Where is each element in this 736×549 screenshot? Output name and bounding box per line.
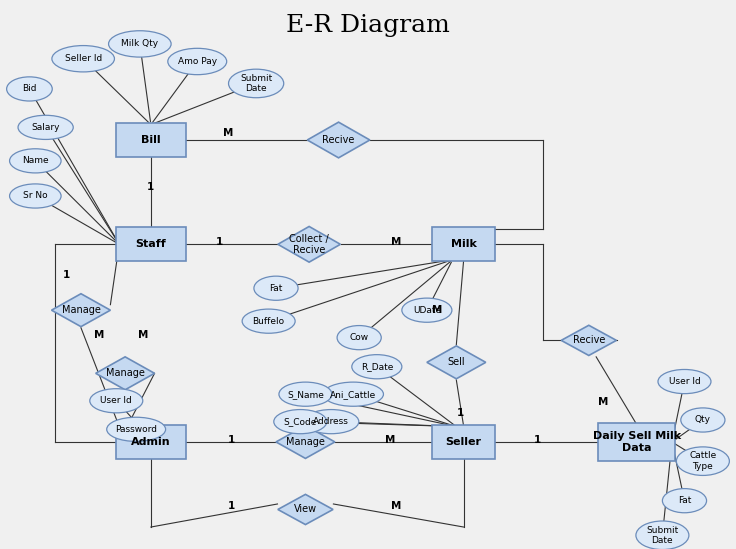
Ellipse shape [402, 298, 452, 322]
Text: Buffelo: Buffelo [252, 317, 285, 326]
Ellipse shape [109, 31, 171, 57]
Ellipse shape [107, 417, 166, 441]
Text: 1: 1 [63, 270, 70, 279]
Ellipse shape [7, 77, 52, 101]
Text: 1: 1 [147, 182, 155, 192]
Text: Milk Qty: Milk Qty [121, 40, 158, 48]
Text: M: M [391, 501, 401, 511]
Text: Cow: Cow [350, 333, 369, 342]
Text: S_Name: S_Name [287, 390, 324, 399]
Ellipse shape [662, 489, 707, 513]
Text: 1: 1 [216, 237, 223, 247]
Text: M: M [391, 237, 401, 247]
Ellipse shape [10, 184, 61, 208]
Text: Fat: Fat [269, 284, 283, 293]
Polygon shape [96, 357, 155, 390]
Text: Milk: Milk [450, 239, 477, 249]
Text: M: M [138, 330, 148, 340]
Text: Cattle
Type: Cattle Type [689, 451, 717, 471]
Text: 1: 1 [228, 435, 236, 445]
Ellipse shape [636, 521, 689, 549]
Ellipse shape [676, 447, 729, 475]
Ellipse shape [658, 369, 711, 394]
Text: View: View [294, 505, 317, 514]
Text: Salary: Salary [32, 123, 60, 132]
Text: M: M [432, 305, 442, 315]
Ellipse shape [90, 389, 143, 413]
Text: Recive: Recive [573, 335, 605, 345]
Text: Manage: Manage [286, 437, 325, 447]
Ellipse shape [274, 410, 327, 434]
Text: Fat: Fat [678, 496, 691, 505]
Polygon shape [427, 346, 486, 379]
Text: R_Date: R_Date [361, 362, 393, 371]
Text: M: M [223, 128, 233, 138]
Text: M: M [385, 435, 395, 445]
Text: M: M [598, 397, 609, 407]
Text: Collect /
Recive: Collect / Recive [289, 233, 329, 255]
Polygon shape [308, 122, 370, 158]
Text: Seller Id: Seller Id [65, 54, 102, 63]
Text: Seller: Seller [446, 437, 481, 447]
Text: 1: 1 [534, 435, 541, 445]
Ellipse shape [279, 382, 332, 406]
Text: User Id: User Id [668, 377, 701, 386]
Ellipse shape [168, 48, 227, 75]
Text: 1: 1 [456, 408, 464, 418]
FancyBboxPatch shape [433, 227, 495, 261]
Text: Name: Name [22, 156, 49, 165]
Polygon shape [562, 325, 616, 356]
FancyBboxPatch shape [116, 227, 185, 261]
Text: Ani_Cattle: Ani_Cattle [330, 390, 376, 399]
FancyBboxPatch shape [116, 425, 185, 459]
Text: Admin: Admin [131, 437, 171, 447]
Text: Amo Pay: Amo Pay [177, 57, 217, 66]
Ellipse shape [18, 115, 73, 139]
Ellipse shape [352, 355, 402, 379]
Text: Bid: Bid [22, 85, 37, 93]
Polygon shape [277, 226, 340, 262]
Ellipse shape [52, 46, 115, 72]
Text: M: M [94, 330, 105, 340]
Text: Manage: Manage [106, 368, 144, 378]
Text: Sell: Sell [447, 357, 465, 367]
Text: Sr No: Sr No [23, 192, 48, 200]
Text: Qty: Qty [695, 416, 711, 424]
Ellipse shape [303, 410, 359, 434]
FancyBboxPatch shape [433, 425, 495, 459]
Ellipse shape [681, 408, 725, 432]
Text: S_Code: S_Code [283, 417, 317, 426]
Text: Password: Password [115, 425, 158, 434]
Ellipse shape [228, 69, 284, 98]
Polygon shape [276, 425, 335, 458]
FancyBboxPatch shape [116, 123, 185, 157]
Text: Submit
Date: Submit Date [646, 525, 679, 545]
Text: User Id: User Id [100, 396, 132, 405]
Ellipse shape [242, 309, 295, 333]
Ellipse shape [337, 326, 381, 350]
Text: Staff: Staff [135, 239, 166, 249]
Text: 1: 1 [228, 501, 236, 511]
Text: Bill: Bill [141, 135, 160, 145]
FancyBboxPatch shape [598, 423, 676, 461]
Text: Address: Address [314, 417, 349, 426]
Text: Daily Sell Milk
Data: Daily Sell Milk Data [592, 431, 681, 453]
Polygon shape [52, 294, 110, 327]
Polygon shape [277, 494, 333, 525]
Text: UDate: UDate [413, 306, 441, 315]
Text: E-R Diagram: E-R Diagram [286, 14, 450, 37]
Ellipse shape [10, 149, 61, 173]
Ellipse shape [323, 382, 383, 406]
Ellipse shape [254, 276, 298, 300]
Text: Manage: Manage [62, 305, 100, 315]
Text: Submit
Date: Submit Date [240, 74, 272, 93]
Text: Recive: Recive [322, 135, 355, 145]
